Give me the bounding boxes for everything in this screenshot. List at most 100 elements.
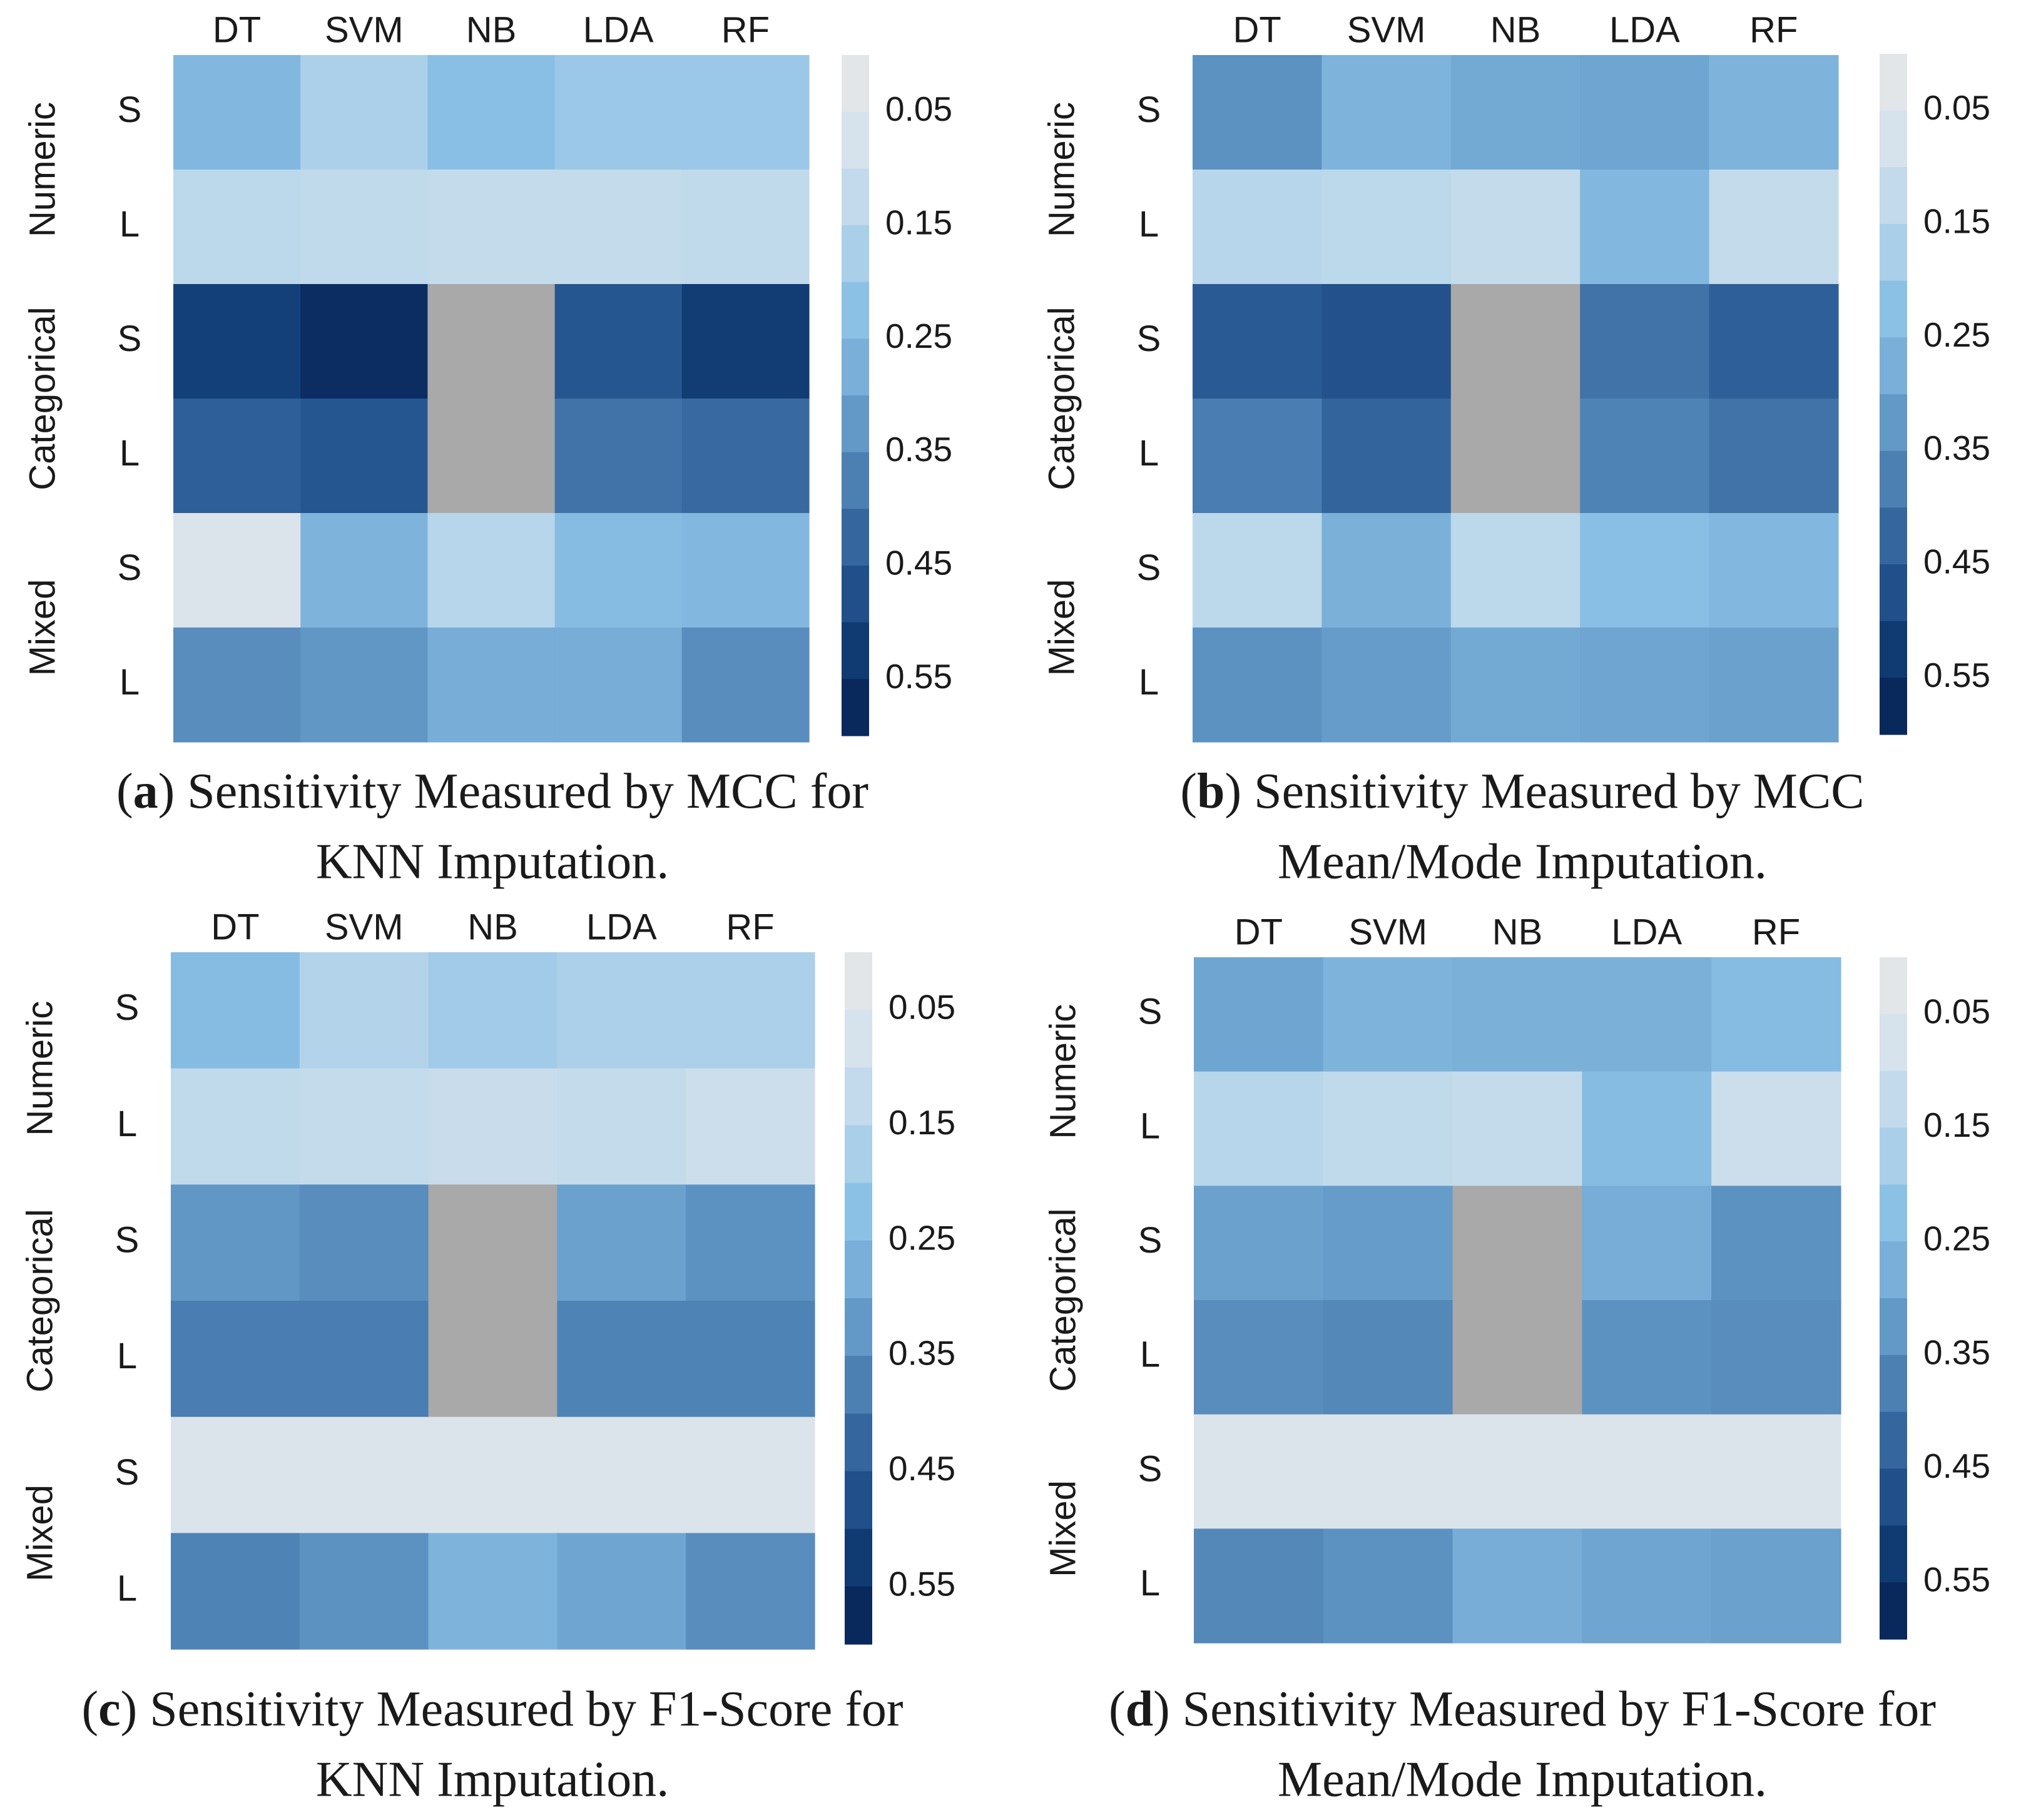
x-tick-label: LDA (586, 907, 657, 947)
colorbar-tick-label: 0.45 (885, 544, 952, 582)
heatmap-cell (1323, 1186, 1453, 1301)
heatmap-cell (686, 1416, 815, 1533)
colorbar-band (845, 1298, 872, 1356)
x-tick-label: RF (721, 9, 770, 50)
heatmap-cell (299, 1533, 429, 1650)
colorbar-band (1880, 337, 1907, 395)
y-tick-label: L (117, 1336, 137, 1376)
y-tick-label: L (1140, 1563, 1160, 1604)
heatmap-cell (686, 1068, 815, 1185)
colorbar-band (1880, 1411, 1907, 1470)
colorbar-band (845, 1356, 872, 1414)
heatmap-cell (428, 1533, 557, 1650)
heatmap-cell (1194, 1528, 1324, 1644)
colorbar-band (1880, 1184, 1907, 1242)
heatmap-cell (173, 170, 301, 285)
heatmap-cell (1193, 170, 1322, 285)
heatmap-cell (1194, 1300, 1324, 1415)
heatmap-cell (1323, 1414, 1453, 1529)
colorbar-tick-label: 0.05 (1923, 88, 1990, 127)
heatmap-cell (299, 1416, 429, 1533)
row-group-label: Categorical (1042, 1208, 1083, 1391)
heatmap-cell (1450, 284, 1581, 399)
x-tick-label: NB (1490, 9, 1541, 50)
y-tick-label: S (118, 318, 142, 359)
row-group-label: Mixed (1042, 1480, 1083, 1577)
heatmap-cell (1194, 1186, 1324, 1301)
heatmap-cell (1580, 513, 1710, 628)
x-tick-label: NB (466, 9, 517, 50)
heatmap-cell (173, 399, 301, 514)
heatmap-cell (171, 952, 300, 1069)
heatmap-cell (1580, 628, 1710, 743)
heatmap-cell (300, 55, 428, 170)
colorbar-tick-label: 0.25 (885, 317, 952, 355)
heatmap-cell (1709, 399, 1839, 514)
x-tick-label: DT (1233, 9, 1281, 50)
x-tick-label: RF (726, 907, 774, 947)
colorbar-band (842, 55, 869, 113)
colorbar-tick-label: 0.35 (1923, 1333, 1990, 1371)
heatmap-cell (1582, 957, 1712, 1072)
heatmap-panel-d: DT SVM NB LDA RF S L S L S L Numeric Categorical Mixe… (1042, 912, 1990, 1807)
colorbar-tick-label: 0.45 (888, 1449, 955, 1488)
heatmap-cell (557, 1301, 686, 1418)
colorbar-tick-label: 0.25 (1923, 315, 1990, 354)
heatmap-cell (1580, 399, 1710, 514)
heatmap-panel-b: DT SVM NB LDA RF S L S L S L Numeric Categorical Mixe… (1041, 9, 1990, 889)
heatmap-cell (681, 284, 810, 399)
row-group-label: Mixed (22, 579, 63, 676)
heatmap-cell (1582, 1414, 1712, 1529)
heatmap-cell (171, 1416, 300, 1533)
heatmap-cell (1452, 1071, 1582, 1186)
heatmap-cell (557, 1184, 686, 1301)
heatmap-cell (557, 1068, 686, 1185)
colorbar-band (845, 1528, 872, 1587)
colorbar-tick-label: 0.55 (1923, 1560, 1990, 1599)
y-tick-label: S (1138, 1220, 1163, 1261)
colorbar-tick-label: 0.45 (1923, 1446, 1990, 1485)
heatmap-cell (171, 1301, 300, 1418)
heatmap-cell (1711, 957, 1841, 1072)
row-group-label: Categorical (22, 307, 63, 490)
panel-caption-line2: Mean/Mode Imputation. (1278, 1752, 1767, 1807)
heatmap-cell (1709, 170, 1839, 285)
heatmap-cell (299, 1301, 429, 1418)
colorbar-band (845, 1240, 872, 1299)
heatmap-cell (686, 1184, 815, 1301)
row-group-label: Numeric (1041, 102, 1082, 237)
x-tick-label: SVM (1348, 912, 1427, 952)
colorbar-band (842, 566, 869, 623)
colorbar-band (1880, 224, 1907, 282)
heatmap-cell (1582, 1528, 1712, 1644)
colorbar-band (1880, 1298, 1907, 1356)
heatmap-cell (427, 284, 556, 399)
heatmap-panel-a: DT SVM NB LDA RF S L S L S L Numeric Categorical Mixe… (22, 9, 952, 889)
heatmap-cell (428, 1184, 557, 1301)
heatmap-cell (300, 399, 428, 514)
y-tick-label: L (120, 662, 140, 703)
y-tick-label: L (1140, 1106, 1160, 1146)
heatmap-cell (1450, 628, 1581, 743)
colorbar-tick-label: 0.05 (888, 988, 955, 1027)
x-tick-label: DT (211, 907, 259, 947)
heatmap-cell (299, 1068, 429, 1185)
heatmap-cell (300, 284, 428, 399)
y-tick-label: L (1139, 662, 1159, 703)
heatmap-cell (557, 952, 686, 1069)
colorbar-tick-label: 0.15 (888, 1103, 955, 1142)
heatmap-cell (681, 170, 810, 285)
heatmap-cell (1321, 399, 1452, 514)
y-tick-label: L (1139, 433, 1159, 474)
heatmap-cell (1194, 1414, 1324, 1529)
panel-caption-line2: KNN Imputation. (316, 834, 669, 889)
heatmap-cell (427, 55, 556, 170)
colorbar-band (1880, 1525, 1907, 1583)
colorbar-band (1880, 167, 1907, 225)
colorbar-tick-label: 0.05 (1923, 992, 1990, 1030)
heatmap-cell (1582, 1071, 1712, 1186)
colorbar-band (1880, 1582, 1907, 1640)
heatmap-cell (1323, 957, 1453, 1072)
colorbar-band (1880, 110, 1907, 168)
